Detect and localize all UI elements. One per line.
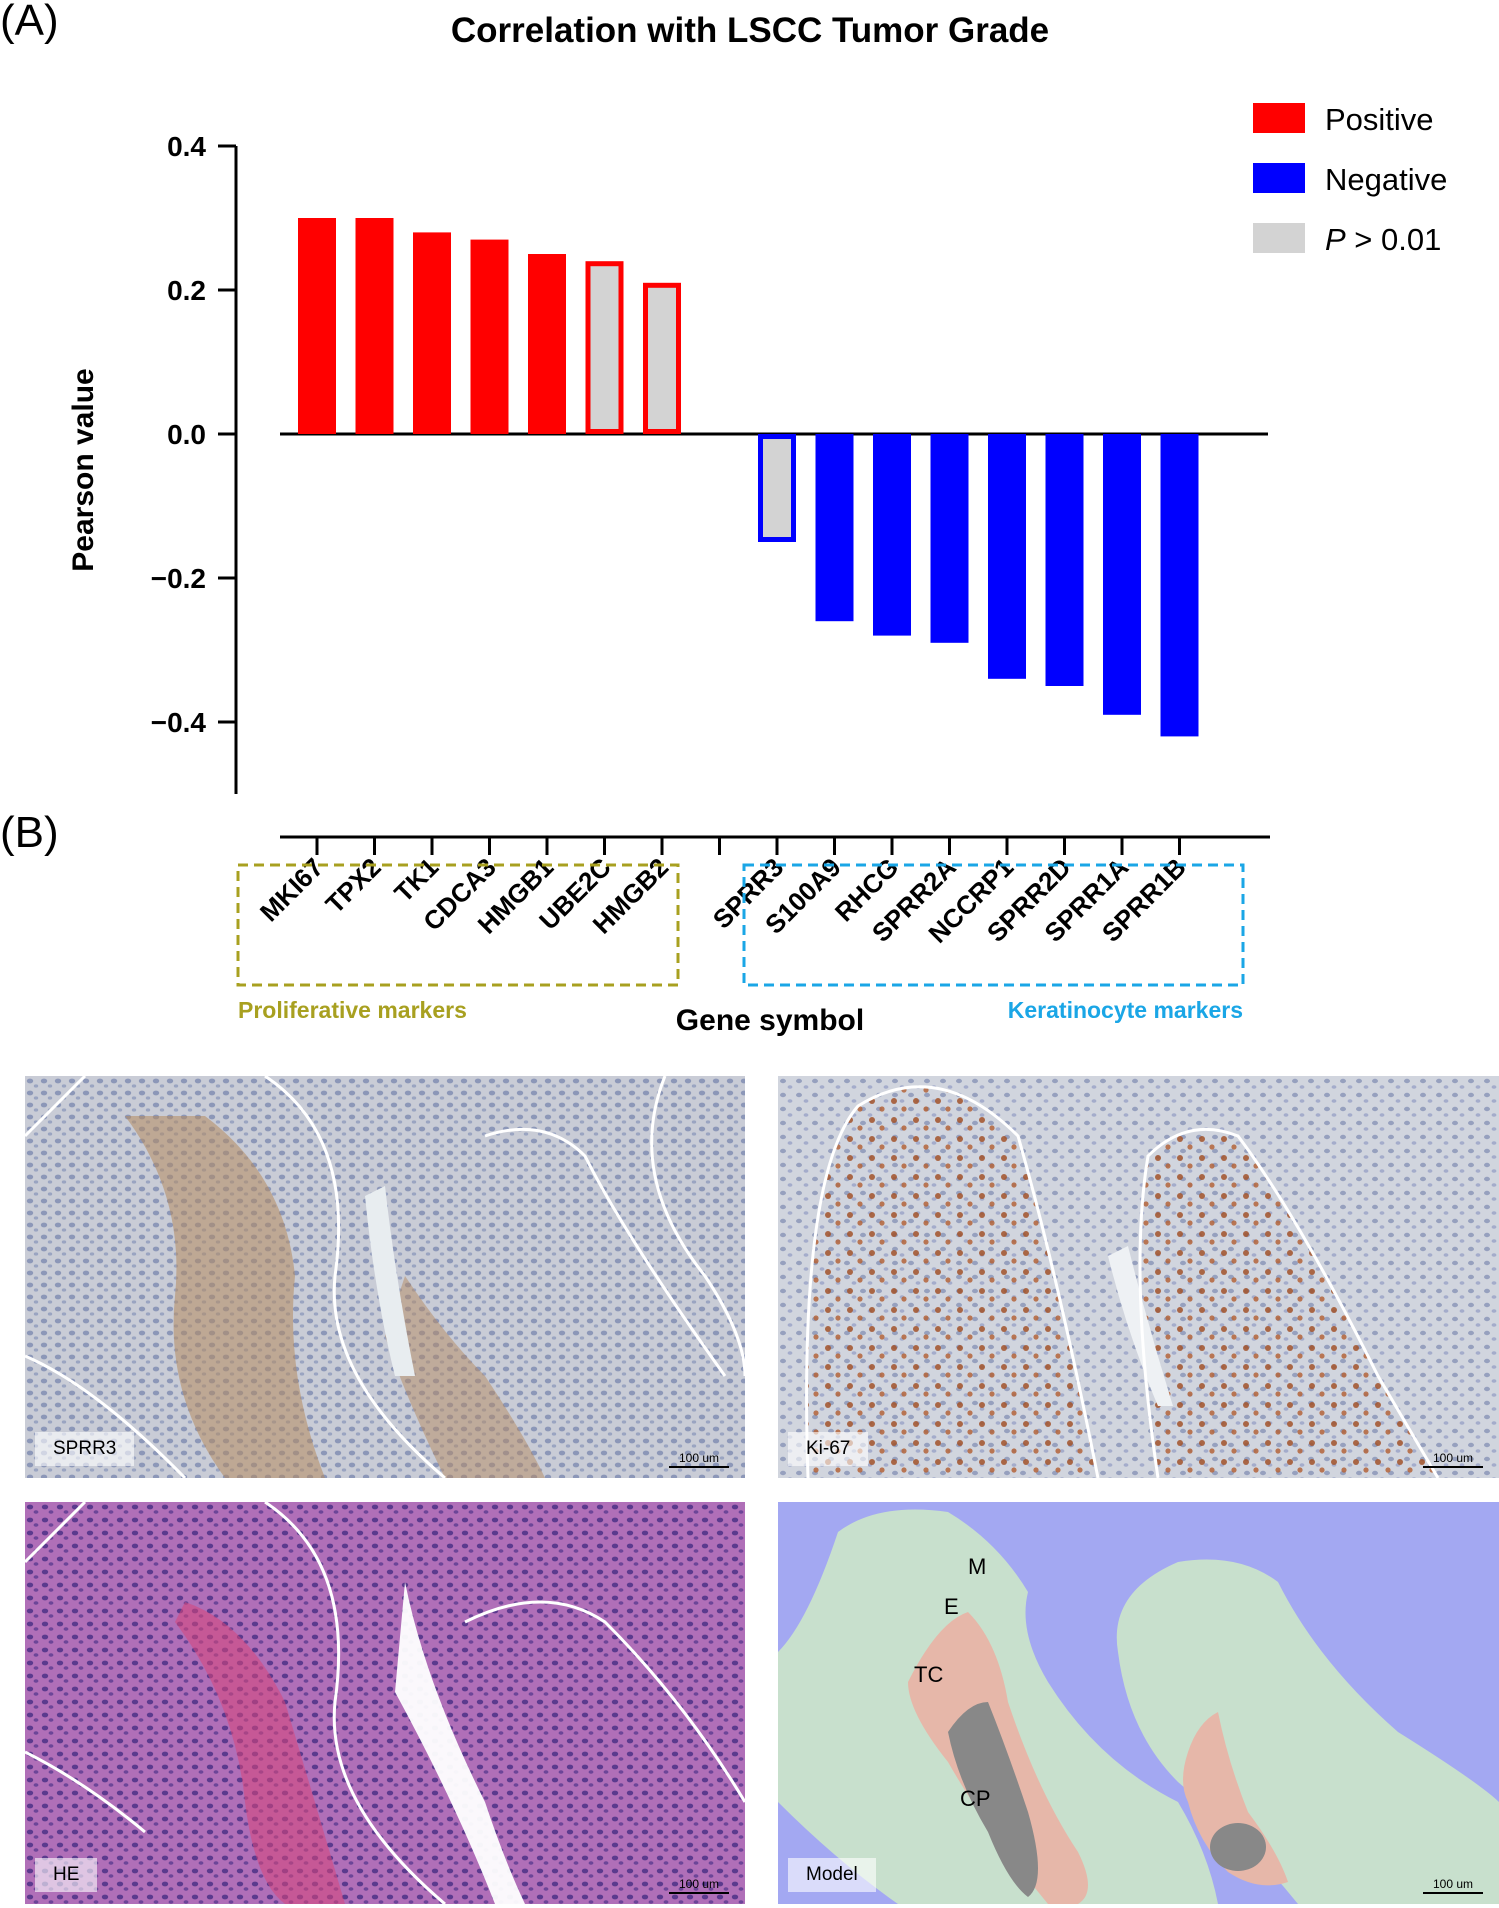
region-label-cp: CP xyxy=(960,1786,991,1811)
bar xyxy=(528,254,566,434)
bar xyxy=(470,239,509,434)
bar xyxy=(413,232,451,434)
scale-bar-text: 100 um xyxy=(678,1877,720,1891)
bar xyxy=(1045,434,1084,686)
bar xyxy=(815,434,854,622)
group-label: Keratinocyte markers xyxy=(1008,997,1243,1023)
bar xyxy=(873,434,911,636)
group-label: Proliferative markers xyxy=(238,997,467,1023)
image-label: SPRR3 xyxy=(35,1432,135,1466)
bar xyxy=(1160,434,1199,737)
region-label-e: E xyxy=(944,1594,959,1619)
y-tick-label: 0.0 xyxy=(167,419,206,450)
legend-swatch xyxy=(1253,103,1305,133)
scale-bar-text: 100 um xyxy=(1432,1451,1474,1465)
bar xyxy=(988,434,1026,679)
y-axis-label: Pearson value xyxy=(67,368,100,571)
y-tick-label: 0.4 xyxy=(167,131,206,162)
scale-bar: 100 um xyxy=(669,1451,729,1468)
x-tick-label: MKI67 xyxy=(254,852,329,927)
legend-swatch xyxy=(1253,163,1305,193)
region-label-tc: TC xyxy=(914,1662,943,1687)
chart-title: Correlation with LSCC Tumor Grade xyxy=(451,11,1049,50)
scale-bar-text: 100 um xyxy=(1432,1877,1474,1891)
legend-swatch xyxy=(1253,223,1305,253)
legend-label: P > 0.01 xyxy=(1325,222,1441,257)
he-image: HE 100 um xyxy=(25,1502,745,1904)
bar xyxy=(930,434,969,643)
scale-bar: 100 um xyxy=(1423,1451,1483,1468)
bar xyxy=(1103,434,1141,715)
bar xyxy=(355,218,394,434)
bar-chart: Correlation with LSCC Tumor Grade 0.4 0.2 0… xyxy=(67,11,1447,1037)
bar xyxy=(298,218,336,434)
panel-b-letter: (B) xyxy=(0,808,59,857)
x-axis-label: Gene symbol xyxy=(676,1004,864,1037)
scale-bar: 100 um xyxy=(1423,1877,1483,1894)
y-tick-label: −0.4 xyxy=(151,707,207,738)
bar xyxy=(758,434,796,542)
group-box xyxy=(236,863,680,987)
ihc-image-ki67: Ki-67 100 um xyxy=(778,1076,1499,1478)
y-tick-label: 0.2 xyxy=(167,275,206,306)
y-tick-label: −0.2 xyxy=(151,563,206,594)
panel-a-letter: (A) xyxy=(0,0,59,45)
region-label-m: M xyxy=(968,1554,986,1579)
legend-label: Positive xyxy=(1325,102,1434,137)
x-tick-label: TPX2 xyxy=(320,852,387,919)
group-box xyxy=(742,863,1245,987)
bar xyxy=(585,261,624,435)
scale-bar: 100 um xyxy=(669,1877,729,1894)
image-label: HE xyxy=(35,1858,98,1892)
image-label: Ki-67 xyxy=(788,1432,869,1466)
legend-label: Negative xyxy=(1325,162,1447,197)
model-diagram: M E TC CP Model 100 um xyxy=(778,1502,1499,1904)
bar xyxy=(643,282,681,434)
scale-bar-text: 100 um xyxy=(678,1451,720,1465)
ihc-image-sprr3: SPRR3 100 um xyxy=(25,1076,745,1478)
image-label: Model xyxy=(788,1858,876,1892)
